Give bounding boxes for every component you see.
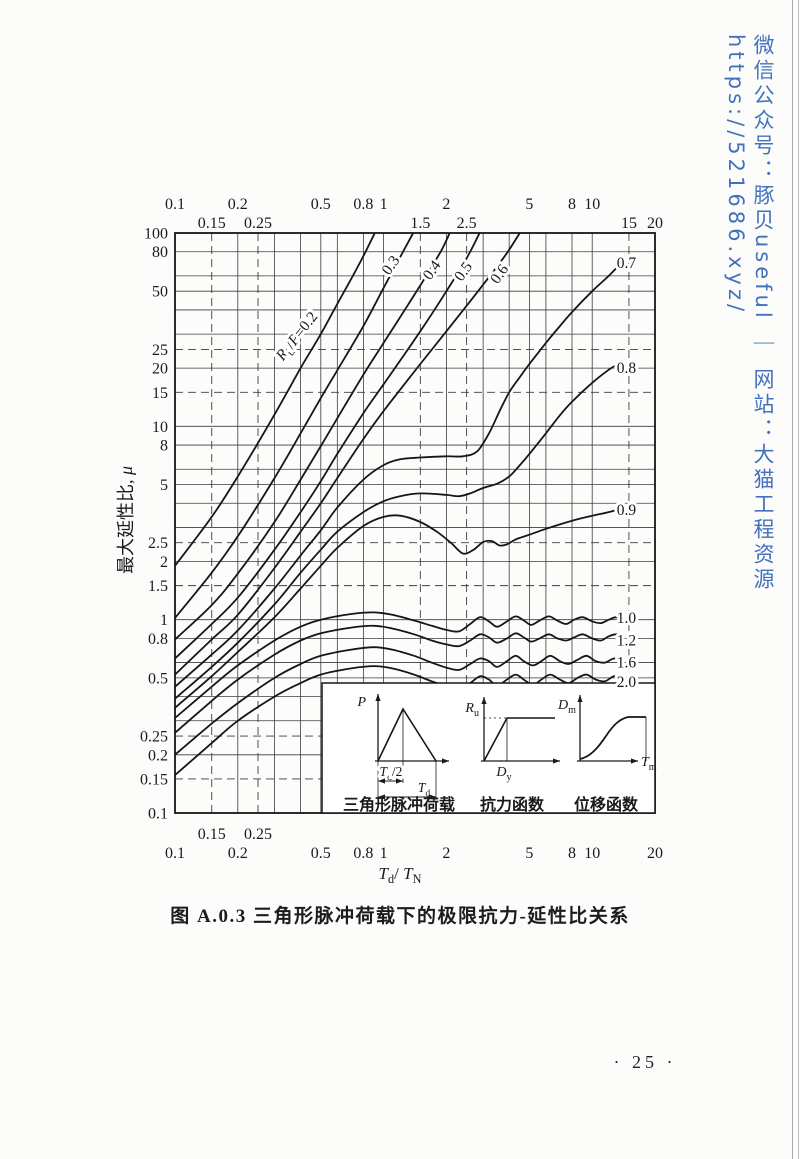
- svg-text:Dy: Dy: [495, 765, 511, 783]
- svg-text:20: 20: [152, 361, 168, 378]
- svg-text:0.8: 0.8: [353, 196, 373, 213]
- svg-text:25: 25: [152, 342, 168, 359]
- svg-text:0.1: 0.1: [165, 845, 185, 862]
- curve-ru-p-0.7: [175, 262, 623, 688]
- curve-ru-p-2.0: [175, 665, 623, 776]
- svg-text:0.15: 0.15: [140, 771, 168, 788]
- svg-text:0.25: 0.25: [244, 215, 272, 232]
- curve-ru-p-0.5: [175, 233, 481, 660]
- svg-text:0.25: 0.25: [244, 826, 272, 843]
- svg-text:0.25: 0.25: [140, 729, 168, 746]
- svg-text:0.1: 0.1: [165, 196, 185, 213]
- svg-text:2.5: 2.5: [148, 535, 168, 552]
- svg-text:0.6: 0.6: [487, 261, 512, 287]
- inset-displacement-diagram: Dm Tm 位移函数: [557, 695, 657, 814]
- tick-labels: 0.1 0.2 0.5 0.8 1 2 5 8 100.15 0.25 1.5 2.5 15 200.15…: [140, 196, 663, 862]
- svg-text:P: P: [356, 695, 366, 710]
- watermark-text: 微信公众号：豚贝useful ｜ 网站：大猫工程资源 https://52168…: [724, 34, 775, 594]
- svg-text:0.5: 0.5: [311, 196, 331, 213]
- svg-text:20: 20: [647, 845, 663, 862]
- svg-text:15: 15: [621, 215, 637, 232]
- svg-text:0.5: 0.5: [451, 259, 476, 285]
- svg-text:0.5: 0.5: [148, 670, 168, 687]
- svg-text:8: 8: [160, 438, 168, 455]
- curve-ru-p-0.4: [175, 233, 451, 641]
- curve-ru-p-1.0: [175, 611, 623, 719]
- svg-text:100: 100: [144, 226, 168, 243]
- svg-text:Ru/P=0.2: Ru/P=0.2: [272, 309, 323, 367]
- figure-caption: 图 A.0.3 三角形脉冲荷载下的极限抗力-延性比关系: [170, 906, 630, 927]
- svg-text:8: 8: [568, 196, 576, 213]
- svg-text:5: 5: [525, 196, 533, 213]
- curve-ru-p-1.2: [175, 624, 623, 734]
- svg-text:0.8: 0.8: [148, 631, 168, 648]
- curve-ru-p-0.3: [175, 233, 415, 619]
- svg-text:1.6: 1.6: [617, 655, 637, 672]
- svg-text:2: 2: [160, 554, 168, 571]
- curve-ru-p-0.2: [175, 233, 376, 567]
- svg-text:1.0: 1.0: [617, 610, 637, 627]
- svg-text:20: 20: [647, 215, 663, 232]
- page-number: · 25 ·: [613, 1052, 677, 1072]
- svg-text:5: 5: [160, 477, 168, 494]
- svg-text:0.8: 0.8: [353, 845, 373, 862]
- svg-text:50: 50: [152, 284, 168, 301]
- svg-text:10: 10: [152, 419, 168, 436]
- svg-text:0.7: 0.7: [617, 255, 637, 272]
- svg-text:Tm: Tm: [641, 755, 657, 773]
- svg-text:2: 2: [442, 845, 450, 862]
- svg-text:10: 10: [584, 845, 600, 862]
- svg-text:三角形脉冲荷载: 三角形脉冲荷载: [343, 795, 455, 814]
- svg-text:抗力函数: 抗力函数: [480, 795, 545, 814]
- scan-edge-line: [792, 0, 799, 1159]
- svg-text:0.15: 0.15: [198, 215, 226, 232]
- svg-text:1.5: 1.5: [410, 215, 430, 232]
- svg-text:0.2: 0.2: [148, 747, 168, 764]
- svg-text:10: 10: [584, 196, 600, 213]
- svg-text:0.8: 0.8: [617, 360, 637, 377]
- curve-ru-p-1.6: [175, 646, 623, 756]
- svg-text:2: 2: [442, 196, 450, 213]
- svg-text:1: 1: [380, 845, 388, 862]
- svg-text:Ru: Ru: [464, 701, 479, 719]
- svg-text:位移函数: 位移函数: [574, 795, 639, 814]
- svg-text:最大延性比, μ: 最大延性比, μ: [116, 466, 136, 574]
- svg-text:0.2: 0.2: [228, 845, 248, 862]
- svg-text:Td/ TN: Td/ TN: [379, 864, 422, 886]
- svg-text:Td/2: Td/2: [380, 764, 403, 783]
- svg-text:0.15: 0.15: [198, 826, 226, 843]
- svg-text:2.0: 2.0: [617, 674, 637, 691]
- svg-text:1: 1: [160, 612, 168, 629]
- svg-text:1: 1: [380, 196, 388, 213]
- svg-text:5: 5: [525, 845, 533, 862]
- svg-text:8: 8: [568, 845, 576, 862]
- svg-text:1.5: 1.5: [148, 578, 168, 595]
- inset-resistance-diagram: Ru Dy 抗力函数: [464, 697, 560, 814]
- svg-text:0.2: 0.2: [228, 196, 248, 213]
- svg-text:80: 80: [152, 244, 168, 261]
- svg-text:2.5: 2.5: [457, 215, 477, 232]
- curve-ru-p-0.9: [175, 507, 623, 709]
- svg-text:0.9: 0.9: [617, 502, 637, 519]
- curve-ru-p-0.6: [175, 233, 521, 676]
- curves: [175, 233, 623, 776]
- svg-text:1.2: 1.2: [617, 633, 636, 650]
- svg-text:0.5: 0.5: [311, 845, 331, 862]
- svg-text:15: 15: [152, 385, 168, 402]
- curve-ru-p-0.8: [175, 361, 623, 700]
- svg-text:0.1: 0.1: [148, 806, 168, 823]
- svg-text:Dm: Dm: [557, 698, 576, 716]
- axis-titles: Td/ TN 最大延性比, μ: [116, 466, 422, 886]
